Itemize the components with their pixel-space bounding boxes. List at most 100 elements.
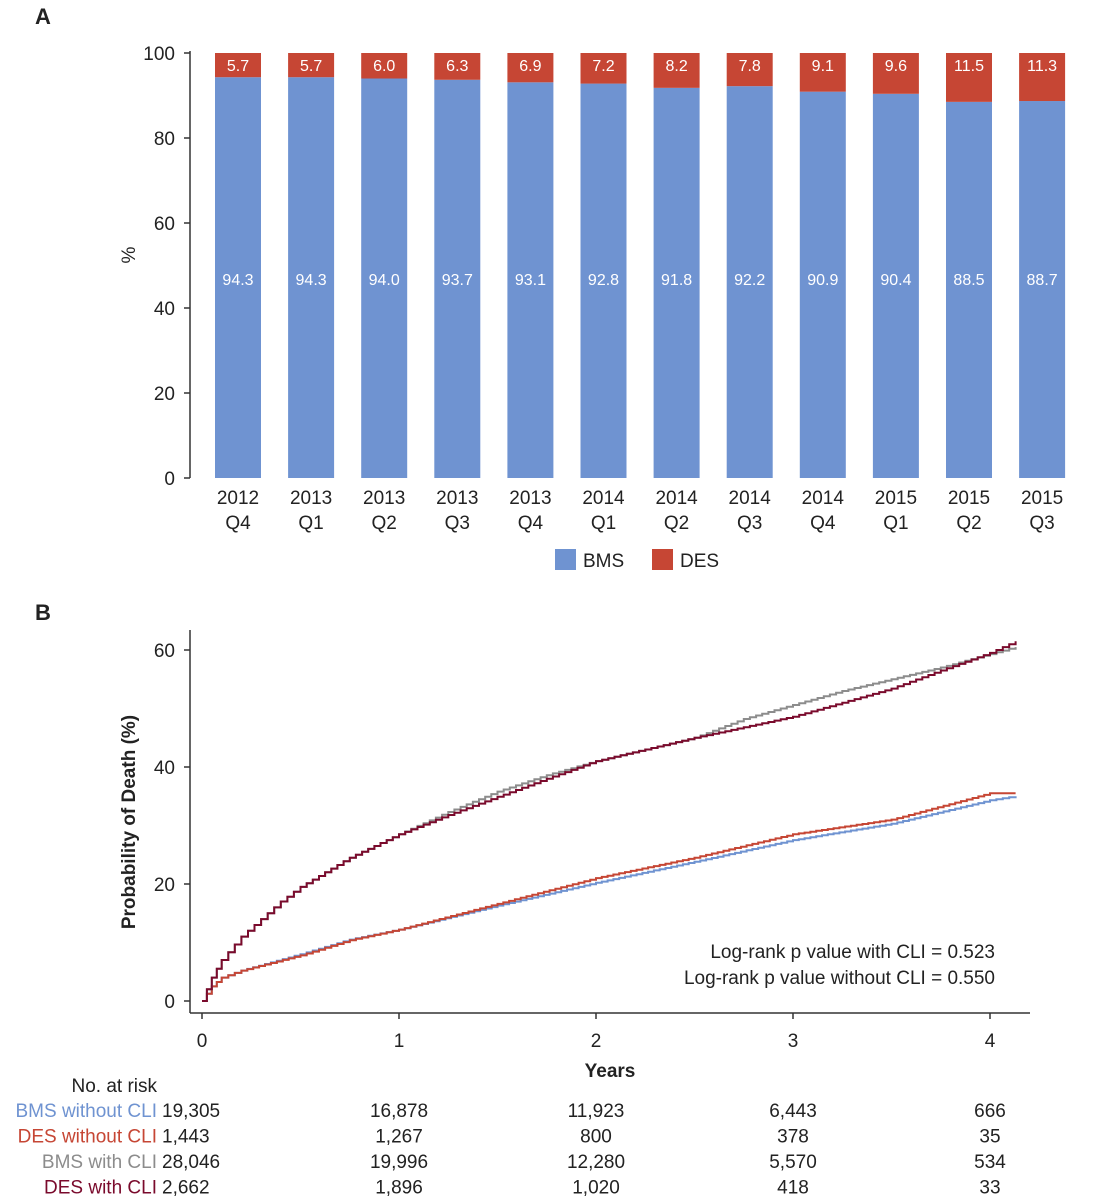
x-tick-label-quarter: Q1	[591, 513, 616, 534]
legend-swatch-des	[652, 549, 673, 570]
risk-table-cell: 1,020	[572, 1178, 620, 1199]
x-tick-label-quarter: Q1	[298, 513, 323, 534]
x-tick-label-year: 2014	[802, 488, 845, 509]
x-tick-label: 0	[197, 1031, 208, 1052]
bar-des	[799, 53, 846, 92]
km-curve-des-with-cli	[202, 641, 1017, 1002]
data-label-bms: 92.2	[734, 272, 765, 289]
x-tick-label: 3	[788, 1031, 799, 1052]
x-tick-label-quarter: Q3	[445, 513, 470, 534]
bar-bms	[580, 83, 627, 478]
risk-table-cell: 378	[777, 1127, 809, 1148]
y-axis-label: Probability of Death (%)	[119, 715, 140, 929]
x-tick-label-year: 2014	[582, 488, 625, 509]
data-label-bms: 94.3	[296, 272, 327, 289]
bar-bms	[946, 101, 992, 478]
x-tick-label-year: 2015	[1021, 488, 1063, 509]
data-label-bms: 94.3	[222, 272, 253, 289]
bar-bms	[872, 93, 919, 479]
data-label-des: 11.3	[1027, 58, 1057, 75]
risk-table-cell: 19,305	[162, 1101, 220, 1122]
km-curve-des-without-cli	[202, 792, 1016, 1002]
bar-des	[1019, 53, 1066, 102]
data-label-des: 5.7	[300, 58, 322, 75]
bar-des	[580, 53, 627, 84]
risk-table-cell: 19,996	[370, 1152, 428, 1173]
data-label-bms: 90.9	[807, 272, 838, 289]
bar-des	[288, 53, 335, 78]
panel-label: A	[35, 4, 51, 29]
bar-bms	[726, 86, 773, 479]
risk-table-cell: 33	[979, 1178, 1000, 1199]
risk-table-cell: 6,443	[769, 1101, 817, 1122]
data-label-des: 6.9	[519, 58, 541, 75]
x-tick-label-quarter: Q2	[372, 513, 397, 534]
annotation-logrank-with-cli: Log-rank p value with CLI = 0.523	[710, 942, 995, 963]
x-tick-label-quarter: Q4	[225, 513, 251, 534]
risk-table-cell: 11,923	[568, 1101, 625, 1122]
x-tick-label-year: 2015	[875, 488, 917, 509]
bar-des	[872, 53, 919, 94]
data-label-bms: 88.7	[1027, 272, 1058, 289]
legend-swatch-bms	[555, 549, 576, 570]
y-tick-label: 60	[154, 214, 175, 235]
risk-table-cell: 12,280	[567, 1152, 625, 1173]
bar-des	[507, 53, 554, 83]
risk-table-cell: 418	[777, 1178, 809, 1199]
risk-table-cell: 35	[979, 1127, 1000, 1148]
x-tick-label-year: 2015	[948, 488, 990, 509]
x-tick-label-quarter: Q3	[737, 513, 762, 534]
bar-des	[215, 53, 261, 78]
x-tick-label-year: 2014	[729, 488, 772, 509]
y-tick-label: 0	[164, 992, 175, 1013]
bar-bms	[361, 78, 408, 478]
x-tick-label-year: 2013	[290, 488, 332, 509]
risk-table-cell: 2,662	[162, 1178, 210, 1199]
x-tick-label-year: 2012	[217, 488, 259, 509]
x-tick-label-quarter: Q1	[883, 513, 908, 534]
bar-bms	[653, 87, 700, 478]
risk-table-cell: 16,878	[370, 1101, 428, 1122]
risk-table-title: No. at risk	[71, 1076, 157, 1097]
risk-table-cell: 1,443	[162, 1127, 210, 1148]
data-label-des: 9.6	[885, 58, 907, 75]
risk-table-cell: 1,267	[375, 1127, 423, 1148]
y-axis-label: %	[119, 246, 140, 263]
risk-table-row-label: BMS without CLI	[16, 1101, 158, 1122]
risk-table-cell: 28,046	[162, 1152, 220, 1173]
risk-table-cell: 534	[974, 1152, 1006, 1173]
data-label-des: 11.5	[954, 58, 984, 75]
y-tick-label: 40	[154, 758, 175, 779]
bar-bms	[507, 82, 554, 478]
legend-label-bms: BMS	[583, 551, 624, 572]
bar-bms	[434, 79, 481, 479]
data-label-des: 6.3	[446, 58, 468, 75]
x-tick-label: 1	[394, 1031, 405, 1052]
data-label-bms: 93.7	[442, 272, 473, 289]
y-tick-label: 40	[154, 299, 175, 320]
annotation-logrank-without-cli: Log-rank p value without CLI = 0.550	[684, 968, 995, 989]
risk-table-row-label: BMS with CLI	[42, 1152, 157, 1173]
bar-bms	[1019, 101, 1066, 479]
x-tick-label-year: 2014	[655, 488, 698, 509]
risk-table-cell: 5,570	[769, 1152, 817, 1173]
x-tick-label-quarter: Q3	[1029, 513, 1054, 534]
x-tick-label-quarter: Q2	[956, 513, 981, 534]
legend-label-des: DES	[680, 551, 719, 572]
bar-des	[946, 53, 992, 102]
bar-bms	[215, 77, 261, 478]
data-label-bms: 88.5	[953, 272, 984, 289]
y-tick-label: 80	[154, 129, 175, 150]
panel-b: B 0 20 40 60 0 1 2 3 4 Probability of Death (%) Yea…	[16, 600, 1030, 1199]
risk-table-cell: 1,896	[375, 1178, 423, 1199]
bar-des	[653, 53, 700, 88]
data-label-bms: 92.8	[588, 272, 619, 289]
y-tick-label: 60	[154, 641, 175, 662]
data-label-bms: 93.1	[515, 272, 546, 289]
x-axis-label: Years	[585, 1061, 636, 1082]
x-tick-label: 2	[591, 1031, 602, 1052]
risk-table-cell: 666	[974, 1101, 1006, 1122]
data-label-bms: 90.4	[880, 272, 911, 289]
x-tick-label-year: 2013	[509, 488, 551, 509]
